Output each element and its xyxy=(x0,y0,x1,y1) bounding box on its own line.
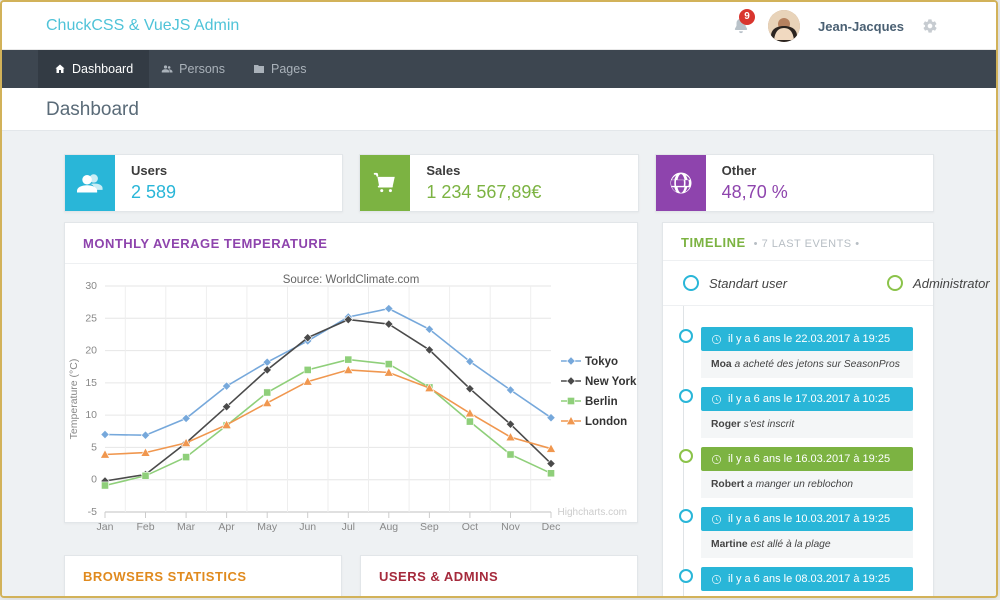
svg-text:Tokyo: Tokyo xyxy=(585,356,618,368)
svg-text:May: May xyxy=(257,521,278,533)
svg-text:10: 10 xyxy=(85,409,97,421)
svg-text:Jun: Jun xyxy=(299,521,316,533)
svg-text:5: 5 xyxy=(91,441,97,453)
svg-text:Sep: Sep xyxy=(420,521,439,533)
svg-text:New York: New York xyxy=(585,376,637,388)
svg-text:20: 20 xyxy=(85,345,97,357)
svg-text:Mar: Mar xyxy=(177,521,196,533)
svg-text:Aug: Aug xyxy=(379,521,398,533)
svg-text:0: 0 xyxy=(91,474,97,486)
svg-text:Dec: Dec xyxy=(542,521,561,533)
svg-text:Nov: Nov xyxy=(501,521,520,533)
svg-text:25: 25 xyxy=(85,312,97,324)
svg-text:Jul: Jul xyxy=(342,521,355,533)
svg-text:15: 15 xyxy=(85,377,97,389)
svg-text:Apr: Apr xyxy=(218,521,235,533)
svg-text:Temperature (°C): Temperature (°C) xyxy=(68,359,80,440)
svg-text:London: London xyxy=(585,416,627,428)
svg-text:Feb: Feb xyxy=(136,521,154,533)
svg-text:Jan: Jan xyxy=(97,521,114,533)
svg-text:Berlin: Berlin xyxy=(585,396,618,408)
svg-text:-5: -5 xyxy=(88,506,97,518)
svg-text:Oct: Oct xyxy=(462,521,478,533)
